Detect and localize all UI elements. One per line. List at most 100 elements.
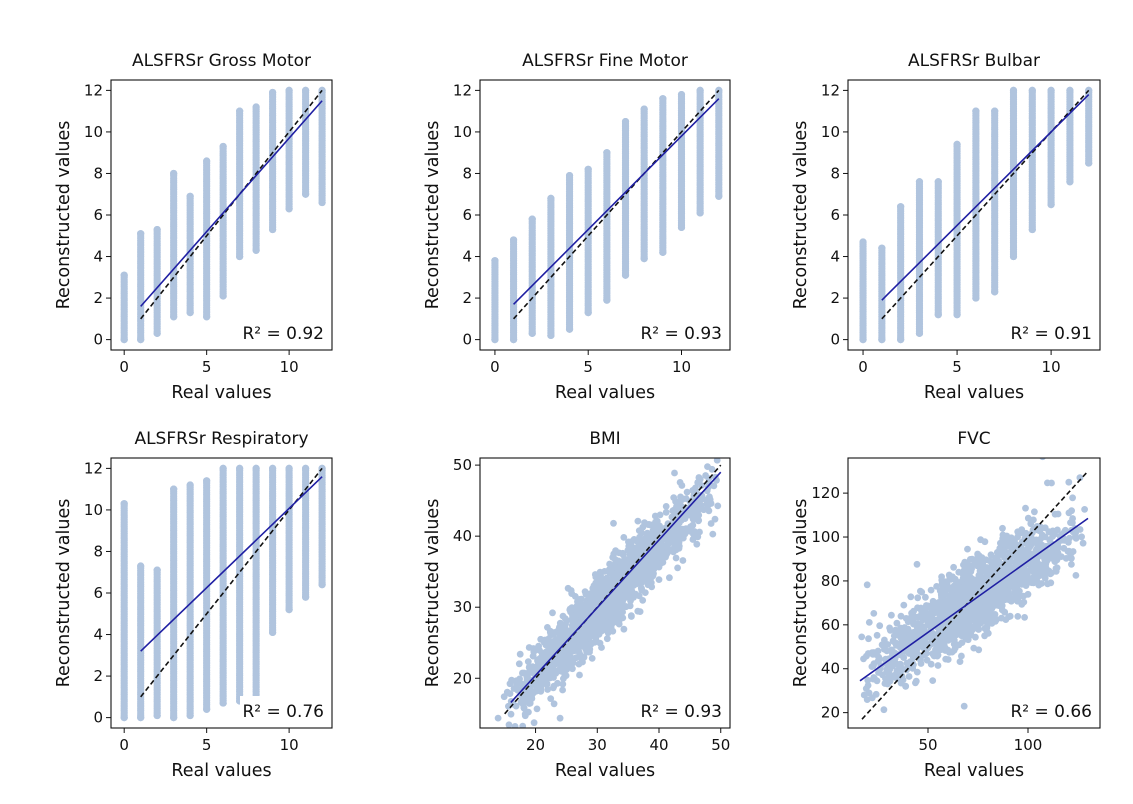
- data-point: [705, 507, 713, 515]
- data-point: [662, 508, 670, 516]
- data-point: [683, 488, 691, 496]
- y-tick-label: 8: [93, 542, 103, 560]
- x-tick-label: 10: [672, 358, 691, 376]
- y-tick-label: 12: [84, 459, 103, 477]
- data-point: [561, 652, 569, 660]
- data-point: [953, 311, 961, 319]
- data-point: [528, 329, 536, 337]
- data-point: [519, 722, 527, 728]
- x-tick-label: 5: [202, 358, 212, 376]
- data-points: [120, 464, 326, 722]
- data-point: [648, 538, 656, 546]
- data-point: [612, 575, 620, 583]
- data-point: [897, 203, 905, 211]
- data-point: [559, 680, 567, 688]
- data-point: [170, 485, 178, 493]
- data-point: [506, 690, 514, 697]
- data-point: [572, 654, 580, 662]
- outlier-point: [671, 469, 678, 477]
- data-point: [579, 658, 586, 666]
- data-point: [972, 107, 980, 115]
- data-point: [252, 464, 260, 472]
- data-point: [715, 86, 723, 94]
- identity-line: [504, 464, 722, 715]
- outlier-point: [676, 479, 684, 486]
- data-point: [512, 677, 520, 685]
- outlier-point: [610, 519, 617, 527]
- x-axis-label: Real values: [555, 761, 655, 781]
- r-squared-annotation: R² = 0.92: [242, 324, 324, 344]
- outlier-point: [694, 533, 702, 541]
- data-point: [557, 667, 565, 675]
- data-point: [619, 551, 627, 559]
- outlier-point: [651, 512, 659, 520]
- data-point: [672, 554, 680, 562]
- y-tick-label: 2: [93, 667, 103, 685]
- regression-line: [513, 98, 720, 305]
- data-point: [302, 190, 310, 198]
- x-tick-label: 5: [952, 358, 962, 376]
- regression-line: [140, 100, 323, 307]
- data-point: [509, 336, 518, 344]
- data-point: [555, 659, 562, 667]
- data-point: [252, 103, 260, 111]
- outlier-point: [711, 515, 719, 523]
- outlier-point: [607, 578, 615, 586]
- outlier-point: [618, 579, 625, 587]
- data-points: [859, 86, 1093, 344]
- data-point: [550, 639, 558, 647]
- data-point: [602, 618, 610, 625]
- data-point: [592, 573, 600, 581]
- data-point: [137, 336, 145, 344]
- x-axis-label: Real values: [924, 383, 1024, 403]
- outlier-point: [663, 543, 671, 551]
- r-squared-annotation: R² = 0.93: [640, 702, 722, 722]
- data-point: [630, 593, 637, 601]
- data-point: [582, 645, 590, 653]
- outlier-point: [593, 620, 601, 628]
- plot-area: [120, 464, 326, 722]
- data-point: [624, 592, 632, 600]
- data-point: [530, 645, 537, 652]
- outlier-point: [528, 693, 535, 701]
- data-point: [1066, 86, 1074, 94]
- data-point: [606, 560, 613, 568]
- data-point: [636, 533, 643, 541]
- data-point: [603, 635, 611, 643]
- chart-title: ALSFRSr Bulbar: [908, 51, 1040, 71]
- outlier-point: [693, 540, 701, 548]
- data-point: [659, 248, 667, 256]
- data-point: [696, 209, 704, 217]
- data-point: [878, 244, 886, 252]
- outlier-point: [588, 619, 596, 626]
- data-point: [621, 117, 630, 126]
- data-point: [186, 309, 194, 317]
- outlier-point: [679, 557, 687, 564]
- data-point: [650, 570, 657, 577]
- data-point: [137, 562, 145, 570]
- data-point: [644, 581, 652, 589]
- data-point: [628, 554, 636, 561]
- data-point: [649, 545, 656, 553]
- data-point: [186, 711, 194, 720]
- x-tick-label: 10: [280, 736, 299, 754]
- y-tick-label: 10: [821, 123, 840, 141]
- data-point: [549, 684, 557, 692]
- data-point: [619, 614, 627, 622]
- data-point: [675, 539, 683, 546]
- y-tick-label: 4: [830, 248, 840, 266]
- data-point: [584, 309, 592, 317]
- plot-area: [494, 458, 722, 728]
- outlier-point: [534, 656, 542, 664]
- data-point: [529, 652, 537, 660]
- regression-line: [881, 93, 1090, 301]
- data-point: [897, 336, 905, 344]
- data-point: [170, 313, 178, 321]
- outlier-point: [652, 518, 659, 526]
- data-point: [598, 613, 606, 621]
- data-point: [544, 686, 551, 693]
